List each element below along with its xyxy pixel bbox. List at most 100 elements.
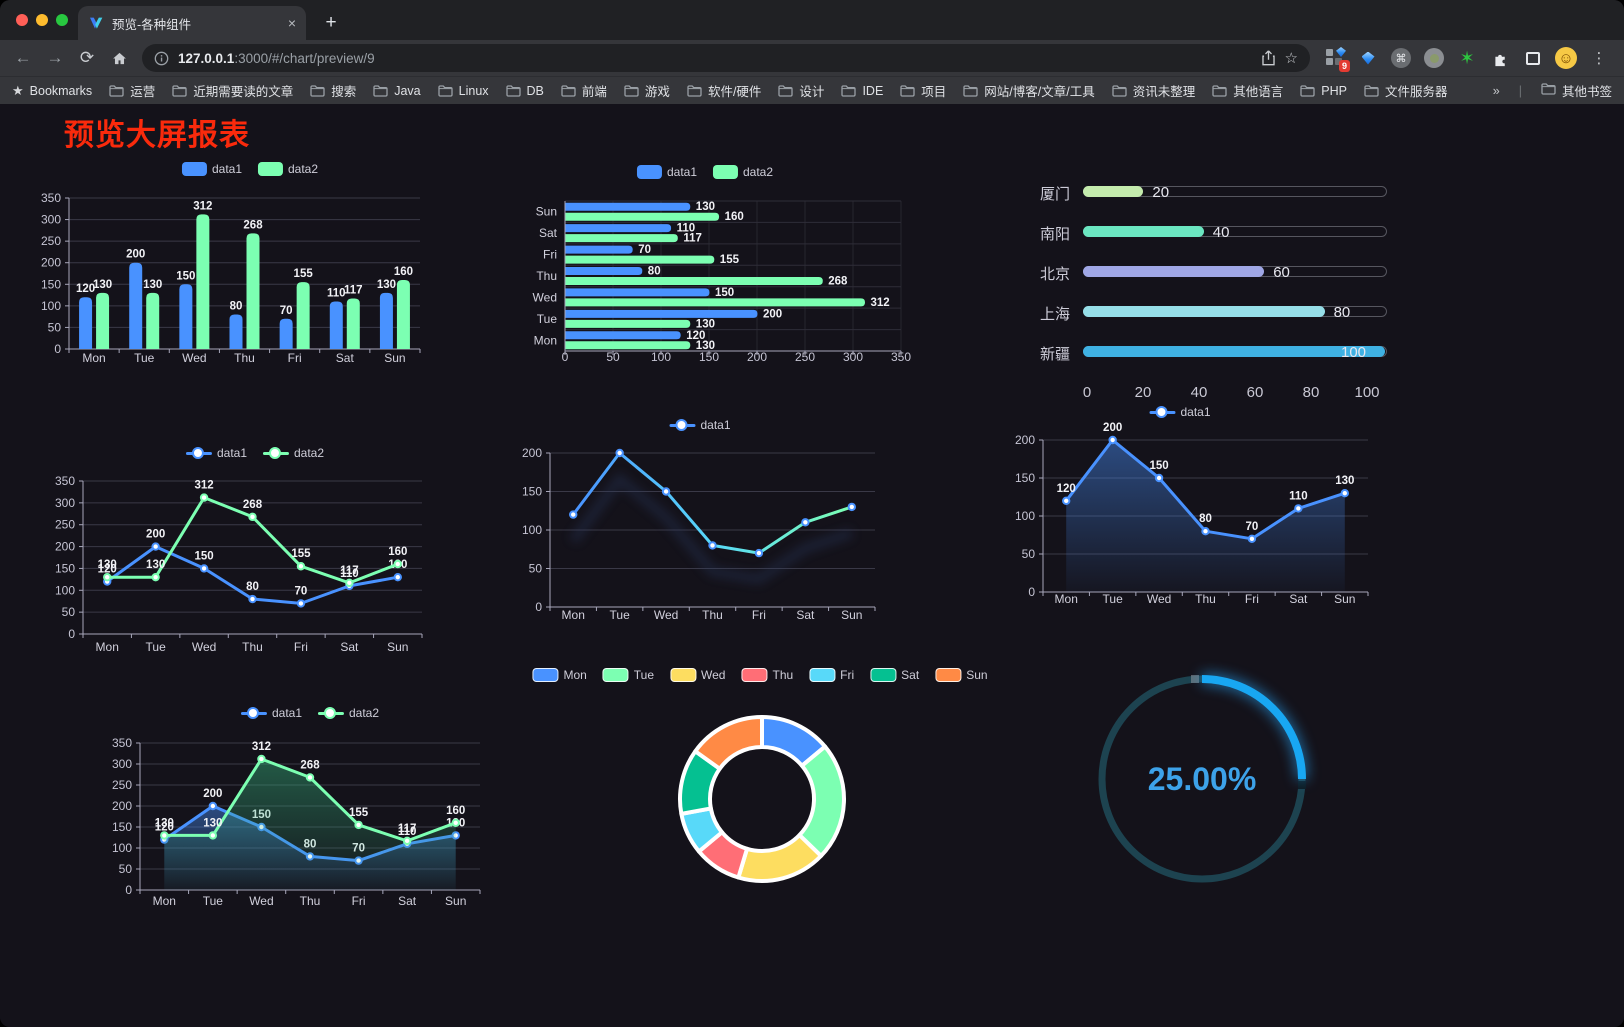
address-bar[interactable]: 127.0.0.1:3000/#/chart/preview/9 ☆ — [142, 44, 1310, 72]
progress-value: 60 — [1273, 264, 1290, 281]
bookmark-folder[interactable]: IDE — [841, 84, 883, 98]
legend-item[interactable]: data2 — [318, 706, 379, 720]
side-panel-icon[interactable] — [1522, 47, 1544, 69]
bookmark-folder[interactable]: 文件服务器 — [1364, 81, 1447, 100]
legend-item[interactable]: data1 — [240, 706, 302, 720]
profile-avatar[interactable]: ☺ — [1555, 47, 1577, 69]
svg-text:Wed: Wed — [654, 608, 678, 622]
svg-text:268: 268 — [300, 759, 320, 771]
legend-item[interactable]: data1 — [185, 446, 247, 460]
window-controls — [16, 14, 68, 26]
bookmark-star-icon[interactable]: ☆ — [1284, 50, 1298, 67]
svg-text:155: 155 — [294, 268, 314, 280]
url-text[interactable]: 127.0.0.1:3000/#/chart/preview/9 — [178, 51, 375, 66]
minimize-window-button[interactable] — [36, 14, 48, 26]
svg-text:155: 155 — [720, 254, 740, 266]
svg-text:Sun: Sun — [445, 894, 466, 908]
svg-text:312: 312 — [871, 297, 890, 309]
progress-label: 新疆 — [1039, 346, 1070, 363]
svg-text:Thu: Thu — [234, 351, 255, 365]
folder-icon — [1541, 83, 1556, 98]
svg-text:Sun: Sun — [384, 351, 405, 365]
extension-record-icon[interactable] — [1423, 47, 1445, 69]
bookmark-folder[interactable]: 软件/硬件 — [687, 81, 761, 100]
svg-text:150: 150 — [522, 485, 542, 499]
bookmark-folder[interactable]: 资讯未整理 — [1112, 81, 1195, 100]
svg-text:50: 50 — [1022, 547, 1036, 561]
progress-bar-chart: 厦门 20 南阳 40 北京 60 上海 80 新疆 1 — [990, 151, 1390, 406]
bookmark-folder[interactable]: 设计 — [778, 81, 824, 100]
tab-close-icon[interactable]: × — [287, 15, 296, 31]
bookmark-folder[interactable]: 运营 — [109, 81, 155, 100]
other-bookmarks[interactable]: 其他书签 — [1541, 81, 1612, 100]
svg-text:130: 130 — [696, 201, 715, 213]
progress-row: 上海 80 — [990, 302, 1390, 323]
svg-text:70: 70 — [295, 585, 308, 597]
progress-track: 80 — [1083, 304, 1387, 321]
svg-text:70: 70 — [280, 305, 293, 317]
bookmark-folder[interactable]: 网站/博客/文章/工具 — [963, 81, 1095, 100]
legend-item[interactable]: Wed — [670, 668, 725, 682]
browser-tab[interactable]: 预览-各种组件 × — [78, 6, 306, 40]
legend-item[interactable]: data1 — [1149, 405, 1211, 419]
bookmarks-overflow-chevron[interactable]: » — [1492, 83, 1500, 98]
bookmark-folder[interactable]: 近期需要读的文章 — [172, 81, 293, 100]
bookmark-folder[interactable]: 项目 — [900, 81, 946, 100]
svg-text:200: 200 — [522, 446, 542, 460]
legend-item[interactable]: data2 — [258, 162, 318, 176]
legend-item[interactable]: data1 — [181, 162, 242, 176]
legend-item[interactable]: data1 — [669, 418, 731, 432]
svg-text:80: 80 — [246, 581, 259, 593]
legend-item[interactable]: Thu — [741, 668, 793, 682]
svg-text:Thu: Thu — [702, 608, 723, 622]
reload-icon[interactable]: ⟳ — [79, 48, 95, 67]
svg-text:Sat: Sat — [340, 640, 359, 654]
svg-text:300: 300 — [55, 496, 75, 510]
legend-item[interactable]: Tue — [602, 668, 654, 682]
bookmarks-root[interactable]: ★ Bookmarks — [12, 82, 93, 98]
svg-text:200: 200 — [763, 308, 782, 320]
legend-item[interactable]: Sat — [870, 668, 919, 682]
menu-icon[interactable]: ⋮ — [1591, 50, 1607, 67]
legend-item[interactable]: Sun — [935, 668, 988, 682]
svg-text:Mon: Mon — [1055, 592, 1078, 606]
bookmark-folder[interactable]: 搜索 — [310, 81, 356, 100]
site-info-icon[interactable] — [154, 51, 169, 66]
home-icon[interactable] — [104, 43, 134, 73]
bookmark-folder[interactable]: Java — [373, 84, 421, 98]
bookmark-folder[interactable]: DB — [505, 84, 544, 98]
svg-text:117: 117 — [398, 823, 417, 835]
extension-star-icon[interactable]: ✶ — [1459, 48, 1475, 68]
extension-grid-icon[interactable]: 9 — [1324, 47, 1350, 72]
close-window-button[interactable] — [16, 14, 28, 26]
svg-text:117: 117 — [683, 233, 702, 245]
svg-text:Sun: Sun — [536, 205, 557, 219]
extension-command-icon[interactable]: ⌘ — [1390, 47, 1412, 69]
bookmark-folder[interactable]: PHP — [1300, 84, 1347, 98]
forward-icon[interactable]: → — [46, 48, 64, 67]
legend-item[interactable]: data1 — [636, 165, 697, 179]
svg-text:110: 110 — [398, 826, 417, 838]
legend-item[interactable]: data2 — [263, 446, 324, 460]
legend-item[interactable]: data2 — [713, 165, 773, 179]
gradient-line-chart: data1 0 50 100 150 200 Mon Tue Wed Thu Fri Sat Sun — [505, 396, 895, 636]
svg-text:Thu: Thu — [300, 894, 321, 908]
progress-track: 60 — [1083, 264, 1387, 281]
maximize-window-button[interactable] — [56, 14, 68, 26]
bookmark-folder[interactable]: Linux — [437, 84, 489, 98]
back-icon[interactable]: ← — [14, 48, 32, 67]
share-icon[interactable] — [1261, 50, 1276, 66]
legend-item[interactable]: Fri — [809, 668, 854, 682]
svg-text:0: 0 — [125, 883, 132, 897]
bookmark-folder[interactable]: 其他语言 — [1212, 81, 1283, 100]
extension-gem-icon[interactable] — [1357, 47, 1379, 69]
bookmark-folder[interactable]: 前端 — [561, 81, 607, 100]
svg-text:312: 312 — [252, 741, 271, 753]
bookmark-folder[interactable]: 游戏 — [624, 81, 670, 100]
extensions-puzzle-icon[interactable] — [1489, 47, 1511, 69]
svg-text:150: 150 — [176, 270, 195, 282]
legend-item[interactable]: Mon — [532, 668, 587, 682]
chart-canvas: 0 50 100 150 200 250 300 350 Sun Sat Fri Thu Wed Tue M… — [533, 200, 911, 364]
new-tab-button[interactable]: + — [325, 12, 337, 33]
